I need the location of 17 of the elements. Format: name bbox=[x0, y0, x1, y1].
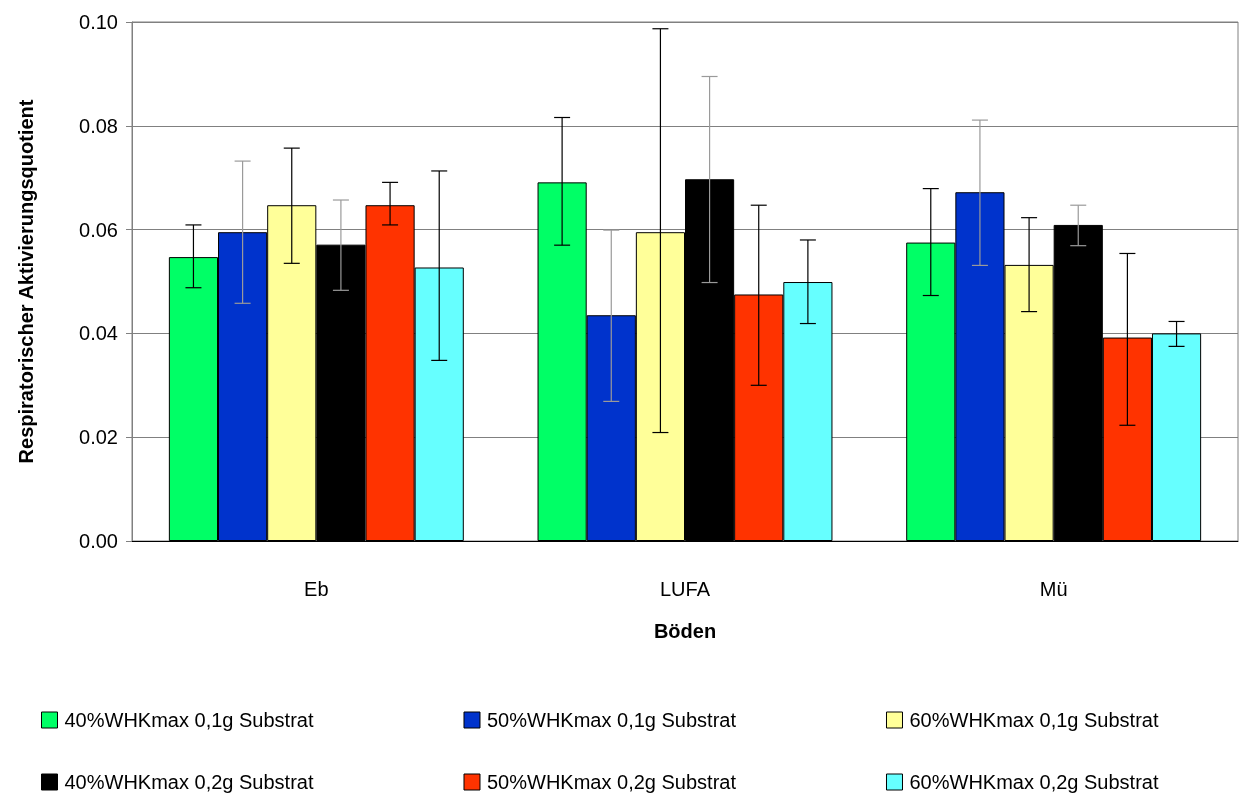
y-axis-title: Respiratorischer Aktivierungsquotient bbox=[15, 99, 37, 464]
x-tick-label: Eb bbox=[304, 578, 329, 600]
y-tick-label: 0.06 bbox=[79, 218, 118, 241]
x-tick-label: Mü bbox=[1039, 578, 1068, 600]
y-tick-label: 0.04 bbox=[79, 322, 118, 345]
legend-label: 60%WHKmax 0,1g Substrat bbox=[909, 709, 1159, 731]
y-tick-label: 0.00 bbox=[79, 530, 118, 552]
x-tick-label: LUFA bbox=[659, 578, 711, 600]
legend-label: 50%WHKmax 0,2g Substrat bbox=[486, 771, 737, 793]
y-tick-label: 0.10 bbox=[79, 11, 118, 33]
legend-label: 40%WHKmax 0,2g Substrat bbox=[64, 771, 314, 793]
legend-label: 40%WHKmax 0,1g Substrat bbox=[64, 709, 314, 731]
legend-label: 60%WHKmax 0,2g Substrat bbox=[909, 771, 1159, 793]
legend-label: 50%WHKmax 0,1g Substrat bbox=[486, 709, 737, 731]
y-tick-label: 0.08 bbox=[79, 114, 118, 137]
y-tick-label: 0.02 bbox=[79, 426, 118, 449]
x-axis-title: Böden bbox=[653, 620, 717, 642]
